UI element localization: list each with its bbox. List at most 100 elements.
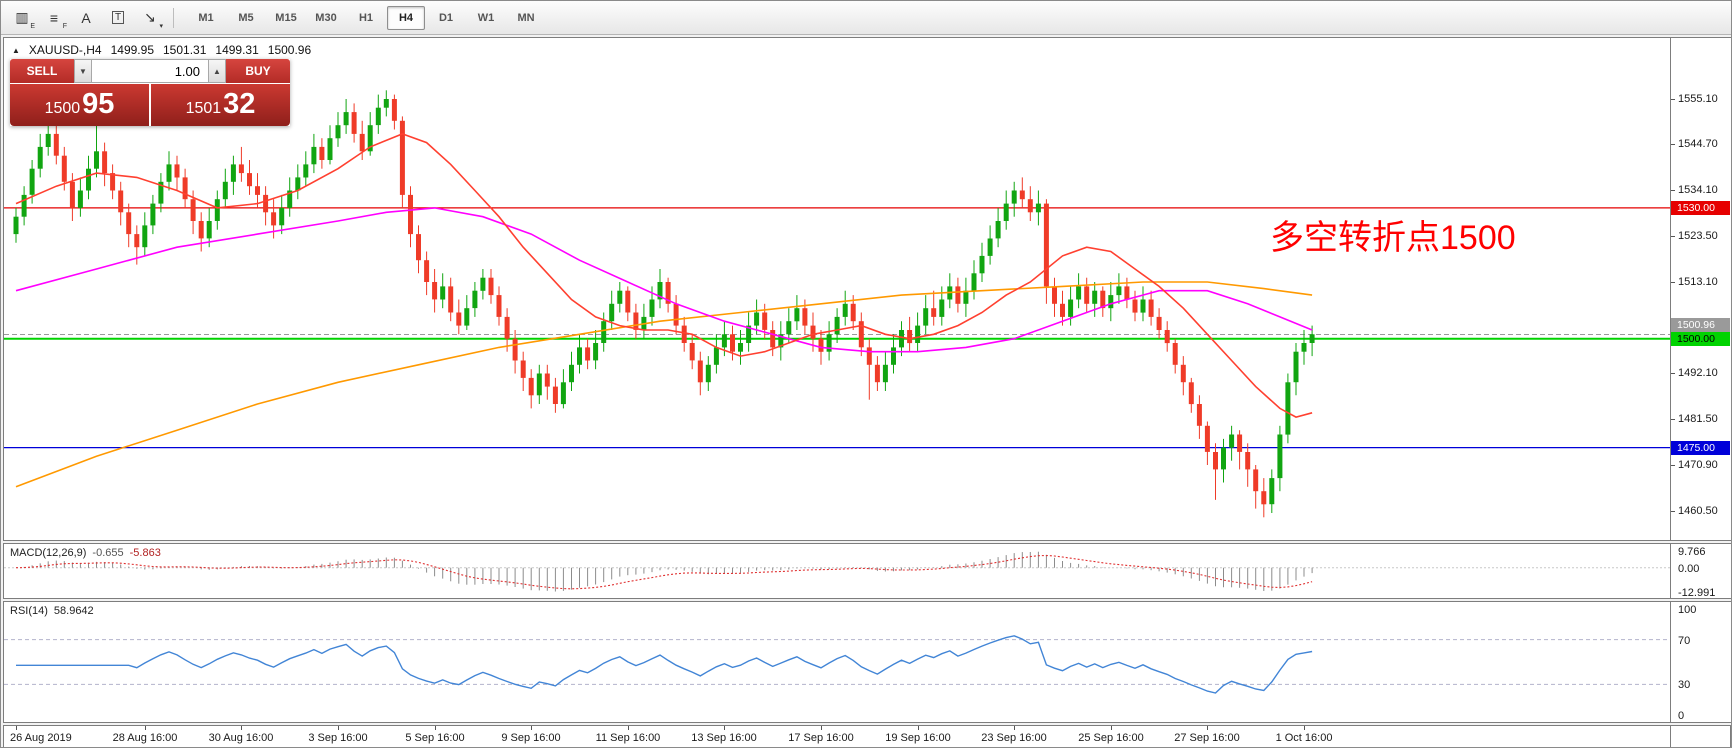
price-scale-label: 1470.90 xyxy=(1678,459,1718,471)
trade-widget-prices: 1500 95 1501 32 xyxy=(10,84,290,126)
time-axis-label: 1 Oct 16:00 xyxy=(1275,732,1333,744)
rsi-line xyxy=(16,635,1313,694)
chart-close-value: 1500.96 xyxy=(267,43,312,57)
time-axis-tick xyxy=(531,726,532,730)
drawing-tools-icon-badge: ▾ xyxy=(159,22,163,30)
sell-price-base: 1500 xyxy=(44,100,81,117)
time-axis[interactable]: 26 Aug 2019 28 Aug 16:00 30 Aug 16:00 3 Sep… xyxy=(3,725,1731,747)
macd-scale-label: -12.991 xyxy=(1678,587,1716,599)
trade-widget-controls: SELL ▼ ▲ BUY xyxy=(10,59,290,83)
timeframe-group: M1 M5 M15 M30 H1 H4 D1 W1 MN xyxy=(186,5,546,30)
main-chart-canvas[interactable] xyxy=(4,38,1670,540)
time-axis-tick xyxy=(821,726,822,730)
time-axis-label: 11 Sep 16:00 xyxy=(595,732,661,744)
time-axis-label: 23 Sep 16:00 xyxy=(981,732,1047,744)
text-box-tool-icon[interactable]: T xyxy=(103,5,133,31)
price-scale-label: 1534.10 xyxy=(1678,184,1718,196)
sell-price-display[interactable]: 1500 95 xyxy=(10,84,149,126)
rsi-plot[interactable]: RSI(14) 58.9642 xyxy=(4,602,1670,722)
price-tag-1530.00: 1530.00 xyxy=(1671,201,1730,215)
time-axis-label: 28 Aug 16:00 xyxy=(112,732,178,744)
macd-signal-line xyxy=(15,554,1313,590)
timeframe-button-m15[interactable]: M15 xyxy=(275,11,297,24)
time-axis-label: 26 Aug 2019 xyxy=(10,732,72,744)
macd-signal-value: -5.863 xyxy=(129,547,161,559)
chart-window-icon[interactable]: ▥ E xyxy=(7,5,37,31)
time-axis-label: 3 Sep 16:00 xyxy=(308,732,368,744)
buy-price-pips: 32 xyxy=(223,88,256,120)
rsi-scale-label: 0 xyxy=(1678,710,1685,722)
time-axis-label: 9 Sep 16:00 xyxy=(501,732,561,744)
price-scale-tick xyxy=(1671,419,1675,420)
rsi-scale-label: 70 xyxy=(1678,635,1691,647)
toolbar-separator xyxy=(173,7,174,28)
timeframe-button-m1[interactable]: M1 xyxy=(198,11,214,24)
time-axis-label: 13 Sep 16:00 xyxy=(691,732,757,744)
time-axis-tick xyxy=(724,726,725,730)
price-scale-label: 1544.70 xyxy=(1678,138,1718,150)
one-click-trading-widget: SELL ▼ ▲ BUY 1500 95 1501 32 xyxy=(10,59,290,126)
timeframe-button-h4[interactable]: H4 xyxy=(387,5,425,30)
macd-scale-label: 9.766 xyxy=(1678,546,1706,558)
price-scale-tick xyxy=(1671,99,1675,100)
time-axis-tick xyxy=(1014,726,1015,730)
chart-window-icon-glyph: ▥ xyxy=(15,9,29,25)
timeframe-button-w1[interactable]: W1 xyxy=(477,11,495,24)
timeframe-button-mn[interactable]: MN xyxy=(517,11,535,24)
ma-mid-magenta-line xyxy=(15,207,1313,353)
buy-button[interactable]: BUY xyxy=(226,59,290,83)
timeframe-button-h1[interactable]: H1 xyxy=(358,11,374,24)
text-label-tool-icon-glyph: A xyxy=(81,9,91,26)
macd-scale[interactable]: 9.766 0.00 -12.991 xyxy=(1670,544,1731,599)
price-scale-tick xyxy=(1671,465,1675,466)
rsi-scale[interactable]: 100 70 30 0 xyxy=(1670,602,1731,722)
rsi-panel: RSI(14) 58.9642 100 70 30 0 xyxy=(3,601,1731,723)
volume-input[interactable] xyxy=(92,59,208,83)
chart-window-icon-badge: E xyxy=(30,22,35,30)
time-axis-label: 17 Sep 16:00 xyxy=(788,732,854,744)
price-scale-label: 1555.10 xyxy=(1678,93,1718,105)
price-tag-1475.00: 1475.00 xyxy=(1671,441,1730,455)
rsi-label: RSI(14) 58.9642 xyxy=(10,605,94,617)
main-price-scale[interactable]: 1555.101544.701534.101523.501513.101502.… xyxy=(1670,38,1731,540)
volume-increase-button[interactable]: ▲ xyxy=(208,59,226,83)
price-scale-label: 1460.50 xyxy=(1678,505,1718,517)
time-axis-tick xyxy=(628,726,629,730)
macd-panel: MACD(12,26,9) -0.655 -5.863 9.766 0.00 -12… xyxy=(3,543,1731,599)
buy-price-display[interactable]: 1501 32 xyxy=(151,84,290,126)
macd-plot[interactable]: MACD(12,26,9) -0.655 -5.863 xyxy=(4,544,1670,598)
chart-open-value: 1499.95 xyxy=(110,43,154,57)
rsi-canvas[interactable] xyxy=(4,602,1670,722)
drawing-tools-icon[interactable]: ↘ ▾ xyxy=(135,5,165,31)
macd-main-value: -0.655 xyxy=(92,547,124,559)
time-axis-tick xyxy=(435,726,436,730)
timeframe-button-m5[interactable]: M5 xyxy=(238,11,254,24)
time-axis-tick xyxy=(241,726,242,730)
bid-price-tag: 1500.96 xyxy=(1671,318,1730,332)
volume-decrease-button[interactable]: ▼ xyxy=(74,59,92,83)
price-scale-label: 1513.10 xyxy=(1678,276,1718,288)
macd-canvas[interactable] xyxy=(4,544,1670,598)
time-scale-separator xyxy=(1670,726,1671,747)
profile-list-icon[interactable]: ≡ F xyxy=(39,5,69,31)
sell-price-pips: 95 xyxy=(82,88,115,120)
rsi-value: 58.9642 xyxy=(53,605,94,617)
toolbar: ▥ E ≡ F A T ↘ ▾ M1 M5 M15 M30 H1 H4 D1 W1 MN xyxy=(1,1,1731,35)
main-plot[interactable]: ▲ XAUUSD-,H4 1499.95 1501.31 1499.31 150… xyxy=(4,38,1670,540)
chart-low-value: 1499.31 xyxy=(215,43,259,57)
time-axis-label: 5 Sep 16:00 xyxy=(405,732,465,744)
profile-list-icon-badge: F xyxy=(62,22,67,30)
price-scale-label: 1481.50 xyxy=(1678,413,1718,425)
time-axis-tick xyxy=(1304,726,1305,730)
buy-price-base: 1501 xyxy=(185,100,222,117)
time-axis-label: 30 Aug 16:00 xyxy=(208,732,274,744)
main-chart-panel: ▲ XAUUSD-,H4 1499.95 1501.31 1499.31 150… xyxy=(3,37,1731,541)
text-label-tool-icon[interactable]: A xyxy=(71,5,101,31)
rsi-scale-label: 30 xyxy=(1678,679,1691,691)
ma-fast-red-line xyxy=(15,133,1313,418)
sell-button[interactable]: SELL xyxy=(10,59,74,83)
time-axis-tick xyxy=(338,726,339,730)
time-axis-label: 25 Sep 16:00 xyxy=(1078,732,1144,744)
timeframe-button-d1[interactable]: D1 xyxy=(438,11,454,24)
timeframe-button-m30[interactable]: M30 xyxy=(315,11,337,24)
